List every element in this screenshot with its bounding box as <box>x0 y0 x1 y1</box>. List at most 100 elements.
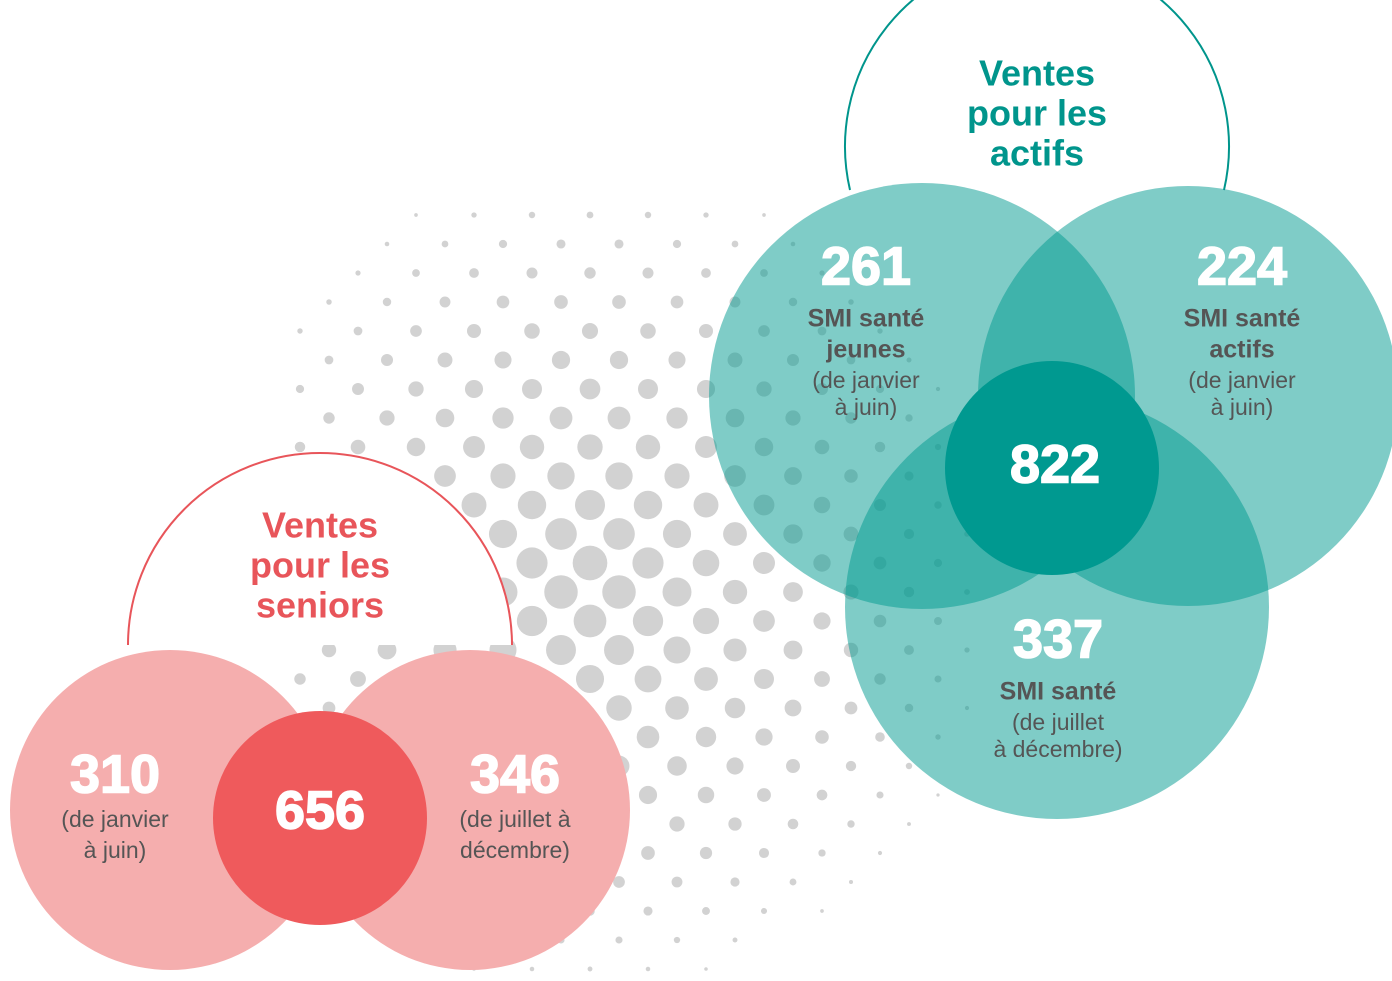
dot <box>784 641 803 660</box>
dot <box>613 876 625 888</box>
dot <box>813 612 830 629</box>
dot <box>669 816 684 831</box>
title: Ventes <box>262 505 378 546</box>
dot <box>499 240 507 248</box>
dot <box>636 435 660 459</box>
dot <box>696 727 716 747</box>
dot <box>643 906 652 915</box>
dot <box>663 636 690 663</box>
dot <box>522 379 542 399</box>
dot <box>667 756 687 776</box>
dot <box>354 327 363 336</box>
dot <box>576 665 604 693</box>
dot <box>640 323 656 339</box>
dot <box>672 877 683 888</box>
period: à juin) <box>1211 394 1274 420</box>
dot <box>693 608 719 634</box>
dot <box>730 877 739 886</box>
dot <box>671 296 684 309</box>
dot <box>757 788 771 802</box>
dot <box>815 730 829 744</box>
dot <box>489 520 517 548</box>
dot <box>323 412 334 423</box>
dot <box>818 849 825 856</box>
title: actifs <box>990 133 1084 174</box>
dot <box>817 790 828 801</box>
dot <box>788 819 799 830</box>
dot <box>664 463 689 488</box>
dot <box>467 324 481 338</box>
title: seniors <box>256 585 384 626</box>
dot <box>414 213 418 217</box>
dot <box>465 380 483 398</box>
value: 310 <box>70 744 160 804</box>
dot <box>407 438 425 456</box>
dot <box>297 328 302 333</box>
dot <box>603 518 635 550</box>
dot <box>753 610 775 632</box>
dot <box>296 385 304 393</box>
dot <box>434 465 456 487</box>
period: (de janvier <box>812 367 920 393</box>
dot <box>490 463 515 488</box>
dot <box>550 407 573 430</box>
dot <box>587 212 594 219</box>
value: 261 <box>821 236 911 296</box>
dot <box>492 407 513 428</box>
dot <box>645 212 651 218</box>
dot <box>846 761 856 771</box>
dot <box>520 435 544 459</box>
dot <box>545 518 577 550</box>
dot <box>351 440 366 455</box>
dot <box>577 434 602 459</box>
dot <box>726 757 743 774</box>
dot <box>663 578 692 607</box>
dot <box>723 638 746 661</box>
dot <box>702 907 710 915</box>
dot <box>518 491 546 519</box>
dot <box>608 407 631 430</box>
dot <box>471 212 476 217</box>
dot <box>694 493 719 518</box>
dot <box>733 938 738 943</box>
dot <box>728 817 741 830</box>
dot <box>666 407 687 428</box>
dot <box>544 575 577 608</box>
dot <box>614 239 623 248</box>
dot <box>665 696 689 720</box>
dot <box>639 786 657 804</box>
period: (de janvier <box>1188 367 1296 393</box>
dot <box>668 351 685 368</box>
dot <box>847 820 854 827</box>
dot <box>610 351 628 369</box>
dot <box>693 550 720 577</box>
dot <box>783 582 803 602</box>
dot <box>785 700 802 717</box>
period: (de janvier <box>61 806 169 832</box>
dot <box>517 606 547 636</box>
dot <box>574 605 607 638</box>
label: SMI santé <box>1184 305 1301 333</box>
dot <box>412 269 420 277</box>
dot <box>575 490 605 520</box>
dot <box>637 726 660 749</box>
dot <box>580 379 601 400</box>
dot <box>699 324 713 338</box>
label: actifs <box>1209 336 1274 364</box>
dot <box>725 698 746 719</box>
title: pour les <box>967 93 1107 134</box>
dot <box>878 851 882 855</box>
dot <box>790 879 797 886</box>
dot <box>646 967 651 972</box>
dot <box>442 241 449 248</box>
dot <box>753 552 775 574</box>
dot <box>494 351 511 368</box>
dot <box>849 880 853 884</box>
dot <box>497 296 510 309</box>
dot <box>554 295 568 309</box>
dot <box>526 267 537 278</box>
dot <box>701 268 711 278</box>
dot <box>584 267 595 278</box>
dot <box>438 353 453 368</box>
dot <box>723 580 747 604</box>
